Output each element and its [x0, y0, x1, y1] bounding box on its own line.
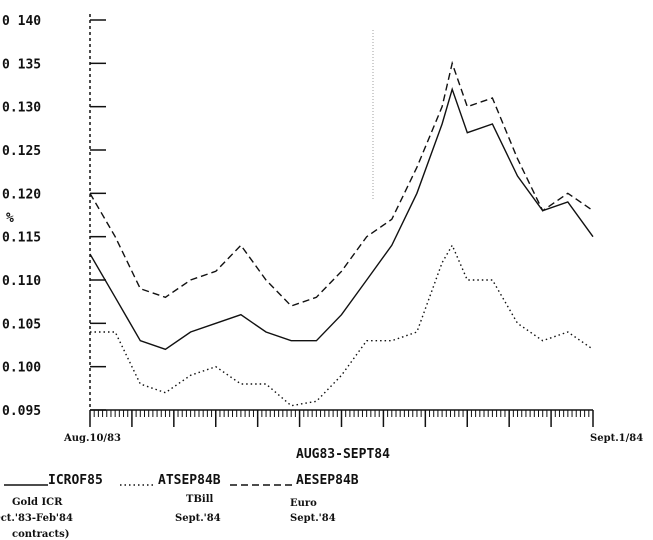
y-tick-label: 0.095	[2, 404, 41, 419]
series-line-icrof85	[89, 86, 594, 351]
y-tick-label: 0.120	[2, 187, 41, 202]
series-line-atsep84b	[90, 243, 594, 407]
y-tick-label: 0 135	[2, 57, 41, 72]
legend-desc-aesep84b-line1: Euro	[290, 498, 317, 509]
x-end-label: Sept.1/84	[590, 433, 643, 444]
y-tick-label: 0.115	[2, 231, 41, 246]
x-axis-label: AUG83-SEPT84	[296, 447, 390, 462]
y-ticks: 0.095 0.100 0.105 0.110 0.115 0.120 0.125 0.130…	[2, 14, 106, 419]
legend-desc-atsep84b-line2: Sept.'84	[175, 513, 221, 524]
legend-label-atsep84b: ATSEP84B	[158, 473, 221, 488]
x-start-label: Aug.10/83	[63, 433, 121, 444]
legend-desc-icrof85-line2: Oct.'83-Feb'84	[0, 513, 73, 524]
y-tick-label: 0.105	[2, 317, 41, 332]
legend: ICROF85 ATSEP84B AESEP84B Gold ICR Oct.'…	[0, 473, 359, 540]
x-ticks	[89, 410, 594, 427]
y-tick-label: 0.125	[2, 144, 41, 159]
legend-desc-atsep84b-line1: TBill	[186, 494, 213, 505]
legend-desc-icrof85-line3: contracts)	[12, 529, 69, 540]
y-axis-label: %	[6, 211, 14, 226]
series-line-aesep84b	[89, 60, 594, 307]
series-lines	[89, 60, 594, 407]
legend-label-icrof85: ICROF85	[48, 473, 103, 488]
y-tick-label: 0.110	[2, 274, 41, 289]
legend-desc-aesep84b-line2: Sept.'84	[290, 513, 336, 524]
y-tick-label: 0 140	[2, 14, 41, 29]
legend-desc-icrof85-line1: Gold ICR	[12, 497, 63, 508]
y-tick-label: 0.100	[2, 361, 41, 376]
y-tick-label: 0.130	[2, 101, 41, 116]
legend-label-aesep84b: AESEP84B	[296, 473, 359, 488]
